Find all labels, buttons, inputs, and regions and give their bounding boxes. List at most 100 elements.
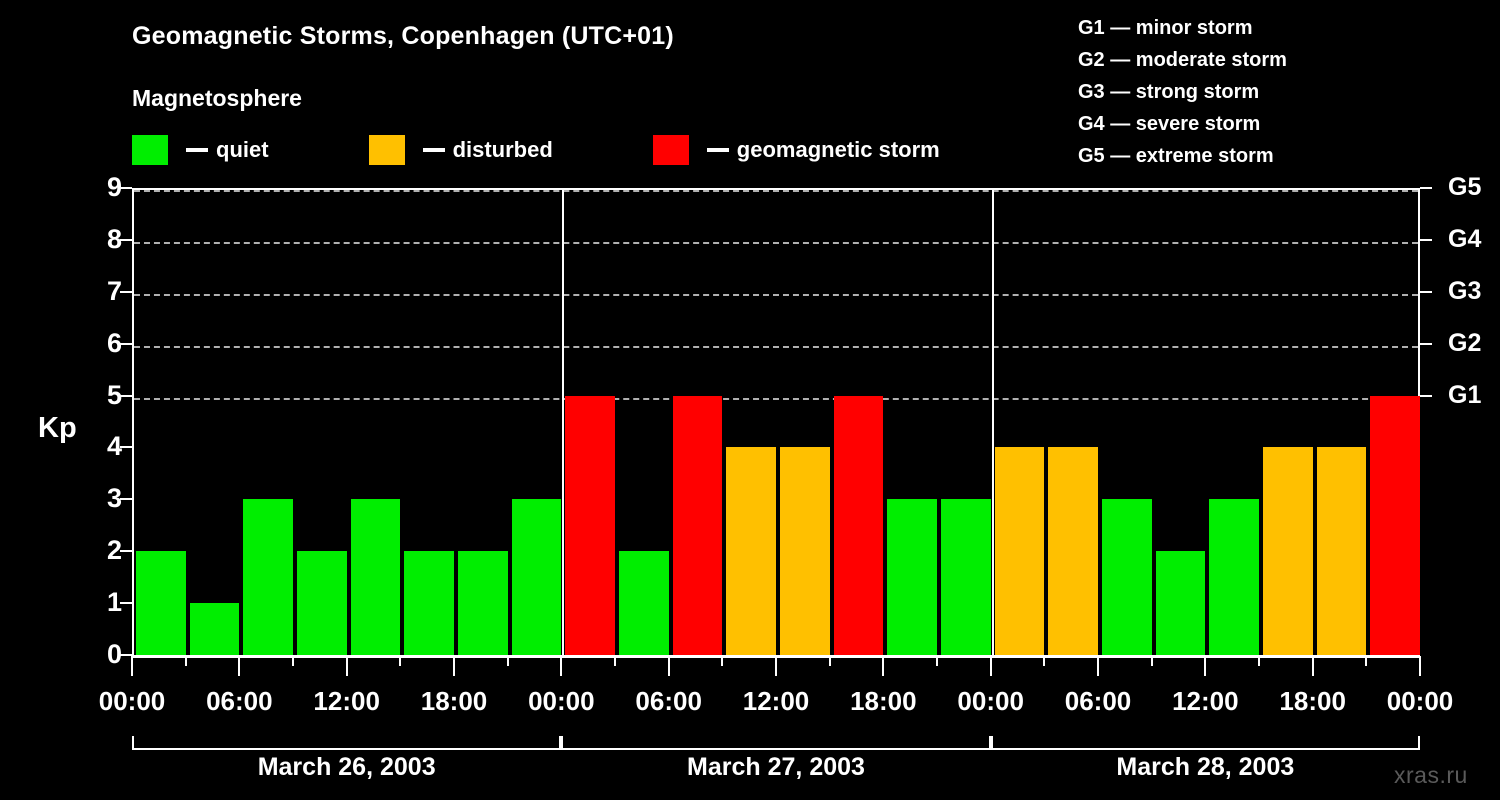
day-separator (562, 190, 565, 657)
gscale-line-4: G4 — severe storm (1078, 113, 1261, 135)
legend-label-quiet: quiet (216, 137, 269, 162)
y-tick-label-2: 2 (106, 535, 122, 566)
x-tick-label: 06:00 (1064, 686, 1132, 716)
bar (565, 395, 615, 655)
gscale-line-5: G5 — extreme storm (1078, 145, 1274, 167)
watermark: xras.ru (1394, 762, 1468, 788)
bar (726, 447, 776, 655)
g-tick-mark-G3 (1420, 290, 1432, 293)
x-tick-minor (292, 656, 294, 666)
y-tick-label-1: 1 (106, 587, 122, 618)
legend-item-quiet: quiet (132, 133, 269, 167)
bar (1102, 499, 1152, 655)
bar (672, 395, 723, 655)
bar (189, 603, 240, 655)
x-tick-major (1097, 656, 1099, 676)
g-tick-mark-G4 (1420, 238, 1432, 241)
legend-heading: Magnetosphere (132, 85, 302, 111)
y-tick-label-8: 8 (106, 223, 122, 254)
bar (1263, 447, 1313, 655)
x-tick-major (1204, 656, 1207, 676)
bar (404, 551, 454, 655)
y-tick-mark-5 (120, 394, 132, 397)
x-tick-major (882, 656, 885, 676)
g-tick-label-G5: G5 (1448, 173, 1482, 201)
y-tick-label-6: 6 (106, 327, 122, 358)
gscale-key: G1 — minor storm G2 — moderate storm G3 — … (1078, 12, 1287, 172)
legend-swatch-quiet (132, 135, 168, 165)
bar (941, 499, 991, 655)
bar (1048, 447, 1098, 655)
x-tick-major (667, 656, 670, 676)
gridline-kp-9 (134, 190, 1418, 192)
page-title: Geomagnetic Storms, Copenhagen (UTC+01) (132, 22, 674, 50)
bar (458, 551, 508, 655)
bar-series (134, 190, 1420, 655)
y-tick-label-9: 9 (106, 172, 122, 202)
x-tick-minor (1365, 656, 1368, 666)
bar (1209, 499, 1259, 655)
legend-item-disturbed: disturbed (368, 133, 553, 167)
y-tick-mark-4 (120, 446, 132, 449)
x-tick-major (775, 656, 777, 676)
gridline-kp-6 (134, 345, 1418, 348)
legend-dash-icon (706, 148, 729, 152)
x-tick-label: 00:00 (957, 686, 1024, 716)
bar (350, 499, 401, 655)
gscale-line-2: G2 — moderate storm (1078, 49, 1287, 71)
day-bracket (990, 736, 1420, 750)
gscale-line-3: G3 — strong storm (1078, 81, 1260, 103)
x-tick-minor (399, 656, 402, 666)
x-tick-minor (1258, 656, 1260, 666)
bar (1155, 551, 1206, 655)
gridline-kp-5 (134, 397, 1418, 400)
day-label: March 28, 2003 (1116, 753, 1295, 781)
y-tick-mark-1 (120, 602, 132, 605)
x-tick-label: 00:00 (1386, 686, 1454, 716)
g-tick-label-G1: G1 (1448, 380, 1482, 409)
bar (780, 447, 830, 655)
bar (619, 551, 669, 655)
bar (243, 499, 293, 655)
x-tick-label: 18:00 (1279, 686, 1346, 716)
x-tick-major (1419, 656, 1421, 676)
x-tick-major (1311, 656, 1314, 676)
x-tick-label: 18:00 (850, 686, 917, 716)
gridline-kp-7 (134, 293, 1418, 296)
x-tick-label: 06:00 (635, 686, 702, 716)
y-tick-label-3: 3 (106, 483, 122, 514)
gscale-line-1: G1 — minor storm (1078, 17, 1253, 39)
y-tick-mark-8 (120, 238, 132, 241)
legend-swatch-disturbed (368, 135, 405, 165)
y-tick-label-7: 7 (106, 275, 122, 306)
g-tick-mark-G5 (1420, 187, 1432, 189)
g-tick-mark-G2 (1420, 342, 1432, 345)
x-tick-minor (1043, 656, 1046, 666)
y-tick-mark-9 (120, 187, 132, 189)
gridline-kp-8 (134, 241, 1418, 244)
bar (1370, 395, 1420, 655)
x-tick-major (345, 656, 348, 676)
bar (887, 499, 937, 655)
g-tick-mark-G1 (1420, 394, 1432, 397)
day-label: March 27, 2003 (687, 753, 865, 781)
day-label: March 26, 2003 (257, 753, 436, 781)
legend-dash-icon (422, 148, 445, 152)
plot-inner (134, 190, 1420, 657)
legend: quiet disturbed geomagnetic storm (132, 133, 940, 167)
y-tick-label-5: 5 (106, 379, 122, 410)
x-tick-major (238, 656, 241, 676)
x-tick-major (989, 656, 992, 676)
day-bracket (132, 736, 562, 750)
y-tick-mark-6 (120, 342, 132, 345)
plot-area (132, 188, 1420, 657)
y-tick-mark-3 (120, 498, 132, 501)
bar (136, 551, 186, 655)
day-bracket (561, 736, 991, 750)
x-tick-minor (614, 656, 616, 666)
x-tick-major (453, 656, 455, 676)
bar (1316, 447, 1367, 655)
legend-swatch-storm (652, 135, 689, 165)
x-tick-major (131, 656, 133, 676)
x-tick-minor (184, 656, 187, 666)
